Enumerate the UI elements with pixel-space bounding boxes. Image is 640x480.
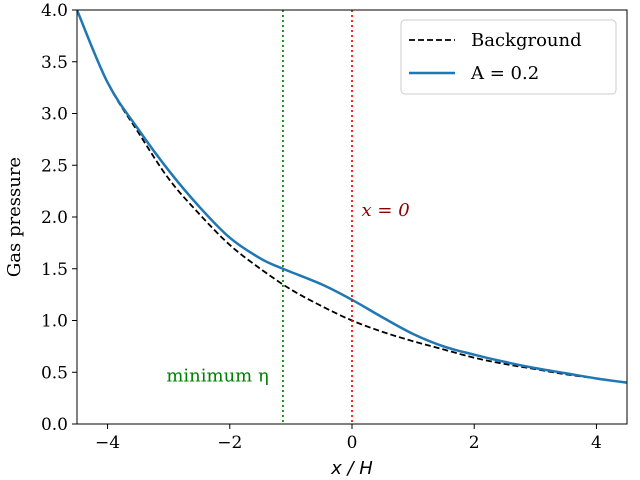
x-tick-label: −4 xyxy=(95,433,120,453)
y-tick-label: 2.5 xyxy=(41,156,68,176)
x-axis-label: x / H xyxy=(330,458,373,479)
x-tick-label: −2 xyxy=(217,433,242,453)
y-tick-label: 1.0 xyxy=(41,312,68,332)
x-tick-label: 2 xyxy=(469,433,480,453)
legend-box xyxy=(400,19,617,95)
x-zero-annotation: x = 0 xyxy=(362,200,410,221)
y-tick-label: 3.0 xyxy=(41,105,68,125)
y-tick-label: 1.5 xyxy=(41,260,68,280)
min-eta-annotation: minimum η xyxy=(166,365,268,386)
x-tick-label: 4 xyxy=(591,433,602,453)
y-tick-label: 0.5 xyxy=(41,363,68,383)
x-tick-label: 0 xyxy=(347,433,358,453)
y-tick-label: 0.0 xyxy=(41,415,68,435)
y-axis-label: Gas pressure xyxy=(4,157,25,277)
y-tick-label: 2.0 xyxy=(41,208,68,228)
legend: Background A = 0.2 xyxy=(400,19,617,95)
series-line-a02 xyxy=(77,10,627,384)
legend-label-background: Background xyxy=(471,30,582,51)
y-tick-label: 3.5 xyxy=(41,53,68,73)
legend-label-a02: A = 0.2 xyxy=(470,63,539,84)
y-tick-label: 4.0 xyxy=(41,1,68,21)
